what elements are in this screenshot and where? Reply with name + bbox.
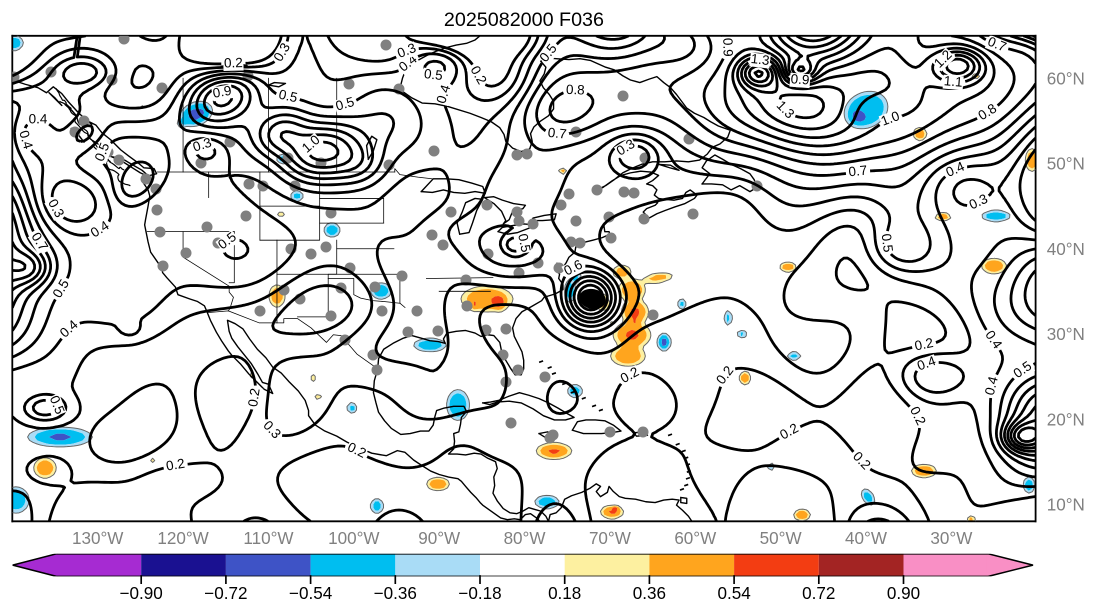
svg-text:1.3: 1.3 (750, 51, 770, 68)
svg-text:20°N: 20°N (1047, 410, 1085, 429)
svg-text:10°N: 10°N (1047, 495, 1085, 514)
svg-text:0.6: 0.6 (561, 257, 584, 279)
svg-text:70°W: 70°W (589, 529, 632, 548)
svg-text:0.2: 0.2 (907, 404, 929, 427)
svg-text:0.2: 0.2 (224, 55, 243, 70)
svg-text:130°W: 130°W (72, 529, 124, 548)
svg-text:−0.54: −0.54 (289, 584, 332, 603)
svg-text:0.54: 0.54 (717, 584, 750, 603)
svg-text:80°W: 80°W (504, 529, 547, 548)
svg-text:0.4: 0.4 (16, 129, 36, 152)
svg-text:110°W: 110°W (243, 529, 294, 548)
svg-text:60°W: 60°W (674, 529, 717, 548)
svg-text:0.9: 0.9 (790, 71, 810, 87)
svg-text:30°W: 30°W (930, 529, 973, 548)
svg-text:0.9: 0.9 (212, 83, 233, 101)
svg-text:0.5: 0.5 (92, 140, 113, 163)
svg-text:0.2: 0.2 (165, 456, 186, 474)
svg-text:0.3: 0.3 (967, 191, 990, 212)
svg-text:0.7: 0.7 (547, 125, 567, 142)
svg-text:2025082000 F036: 2025082000 F036 (444, 9, 604, 31)
svg-text:0.4: 0.4 (943, 158, 967, 179)
svg-text:0.7: 0.7 (986, 34, 1009, 55)
svg-text:−0.36: −0.36 (374, 584, 417, 603)
svg-text:0.36: 0.36 (633, 584, 666, 603)
svg-text:0.5: 0.5 (277, 87, 299, 106)
svg-text:0.5: 0.5 (334, 94, 356, 114)
svg-text:0.9: 0.9 (720, 38, 735, 57)
svg-text:0.5: 0.5 (879, 233, 896, 254)
svg-text:90°W: 90°W (418, 529, 461, 548)
svg-text:1.0: 1.0 (879, 108, 902, 129)
svg-text:40°N: 40°N (1047, 240, 1085, 259)
svg-text:0.2: 0.2 (345, 439, 368, 461)
svg-text:0.4: 0.4 (982, 374, 1001, 396)
svg-text:120°W: 120°W (157, 529, 209, 548)
svg-text:50°W: 50°W (760, 529, 803, 548)
svg-text:0.18: 0.18 (548, 584, 581, 603)
svg-text:0.5: 0.5 (47, 393, 68, 416)
svg-text:40°W: 40°W (845, 529, 888, 548)
svg-text:−0.90: −0.90 (120, 584, 163, 603)
svg-text:1.1: 1.1 (943, 73, 963, 90)
svg-text:60°N: 60°N (1047, 69, 1085, 88)
svg-text:0.8: 0.8 (566, 82, 585, 98)
svg-text:0.2: 0.2 (245, 387, 263, 408)
svg-text:0.5: 0.5 (515, 232, 533, 253)
svg-text:0.4: 0.4 (29, 111, 48, 126)
svg-text:−0.18: −0.18 (458, 584, 501, 603)
svg-text:0.90: 0.90 (887, 584, 920, 603)
svg-text:−0.72: −0.72 (204, 584, 247, 603)
svg-text:100°W: 100°W (328, 529, 380, 548)
svg-text:0.2: 0.2 (913, 335, 934, 353)
svg-text:0.5: 0.5 (423, 66, 443, 83)
svg-text:0.72: 0.72 (802, 584, 835, 603)
svg-text:30°N: 30°N (1047, 325, 1085, 344)
svg-text:50°N: 50°N (1047, 155, 1085, 174)
svg-text:0.3: 0.3 (191, 135, 213, 155)
svg-text:0.3: 0.3 (45, 196, 67, 220)
svg-text:0.4: 0.4 (433, 83, 453, 106)
svg-text:0.3: 0.3 (395, 40, 418, 61)
svg-text:0.4: 0.4 (915, 353, 938, 374)
svg-text:0.7: 0.7 (848, 163, 868, 180)
